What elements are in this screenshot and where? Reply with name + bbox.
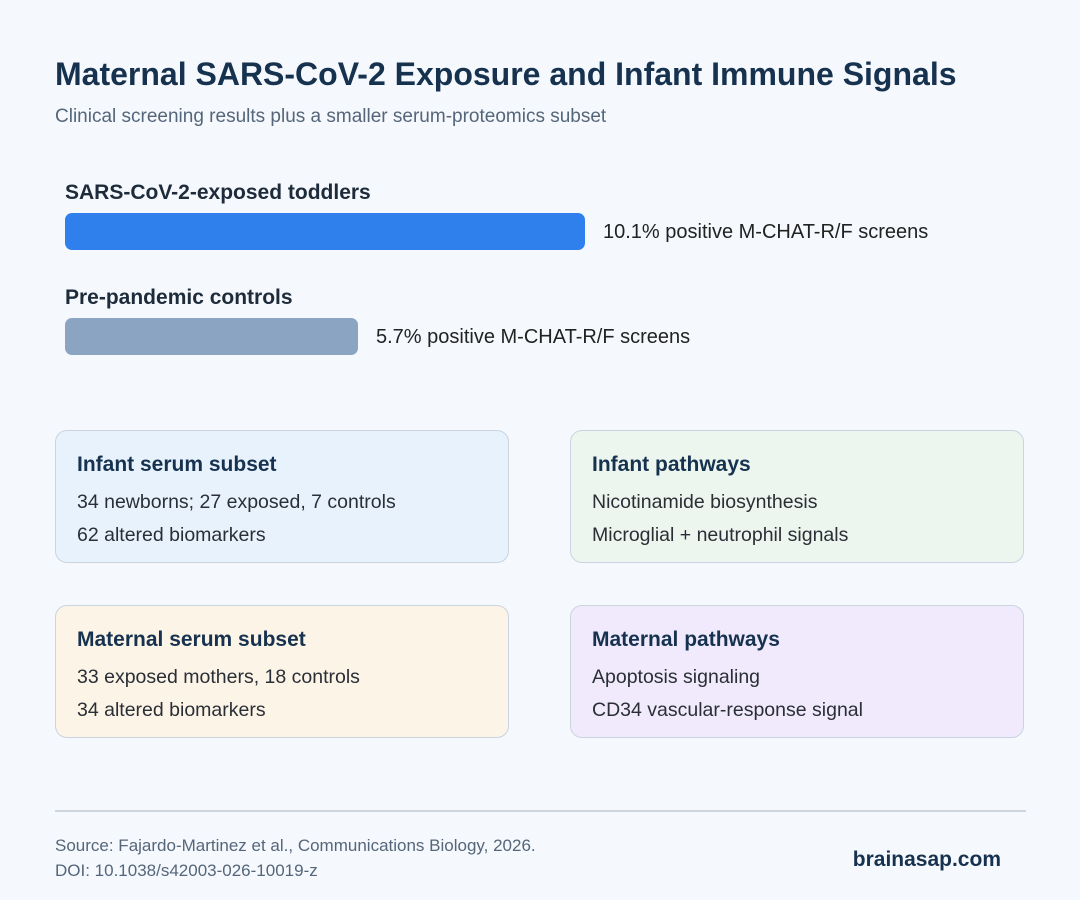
page-title: Maternal SARS-CoV-2 Exposure and Infant … xyxy=(55,56,957,92)
bar-row-controls: Pre-pandemic controls 5.7% positive M-CH… xyxy=(65,286,690,355)
card-title: Maternal serum subset xyxy=(77,628,306,651)
card-title: Infant pathways xyxy=(592,453,751,476)
source-text: Source: Fajardo-Martinez et al., Communi… xyxy=(55,836,536,855)
card-title: Maternal pathways xyxy=(592,628,780,651)
card-title: Infant serum subset xyxy=(77,453,277,476)
card-line: Apoptosis signaling xyxy=(592,666,761,688)
bar-exposed xyxy=(65,213,585,250)
brand-logo-text: brainasap.com xyxy=(852,848,1001,871)
card-line: Nicotinamide biosynthesis xyxy=(592,491,818,513)
card-maternal-serum: Maternal serum subset 33 exposed mothers… xyxy=(55,605,509,738)
card-line: CD34 vascular-response signal xyxy=(592,699,863,721)
card-infant-pathways: Infant pathways Nicotinamide biosynthesi… xyxy=(570,430,1024,563)
bar-label: Pre-pandemic controls xyxy=(65,286,293,309)
bar-controls xyxy=(65,318,358,355)
card-line: 34 newborns; 27 exposed, 7 controls xyxy=(77,491,396,513)
card-line: 34 altered biomarkers xyxy=(77,699,266,721)
bar-value-label: 10.1% positive M-CHAT-R/F screens xyxy=(603,221,929,243)
card-line: 33 exposed mothers, 18 controls xyxy=(77,666,360,688)
card-maternal-pathways: Maternal pathways Apoptosis signaling CD… xyxy=(570,605,1024,738)
card-line: 62 altered biomarkers xyxy=(77,524,266,546)
source-citation: Source: Fajardo-Martinez et al., Communi… xyxy=(55,833,536,883)
card-line: Microglial + neutrophil signals xyxy=(592,524,849,546)
page-subtitle: Clinical screening results plus a smalle… xyxy=(55,106,607,127)
bar-row-exposed: SARS-CoV-2-exposed toddlers 10.1% positi… xyxy=(65,181,928,250)
bar-label: SARS-CoV-2-exposed toddlers xyxy=(65,181,371,204)
doi-text: DOI: 10.1038/s42003-026-10019-z xyxy=(55,861,318,880)
footer-divider xyxy=(55,810,1026,812)
card-infant-serum: Infant serum subset 34 newborns; 27 expo… xyxy=(55,430,509,563)
bar-value-label: 5.7% positive M-CHAT-R/F screens xyxy=(376,326,691,348)
